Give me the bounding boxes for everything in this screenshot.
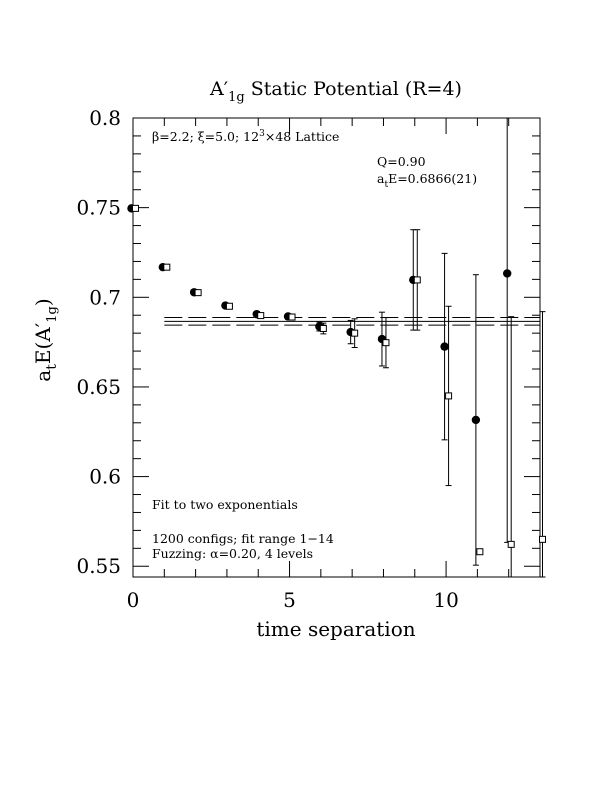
data-point-square — [319, 324, 327, 332]
data-point-square — [225, 302, 233, 310]
data-point-square — [445, 392, 453, 400]
y-tick-label: 0.65 — [76, 375, 121, 399]
y-tick-label: 0.6 — [89, 465, 121, 489]
x-tick-label: 0 — [127, 588, 140, 612]
data-point-square — [351, 329, 359, 337]
plot-frame — [132, 117, 541, 578]
chart-title: A′1g Static Potential (R=4) — [209, 78, 462, 105]
data-point-circle — [502, 269, 512, 278]
data-point-square — [476, 548, 484, 556]
fit-lines — [164, 317, 540, 326]
data-point-square — [163, 263, 171, 271]
y-tick-label: 0.8 — [89, 106, 121, 130]
data-point-square — [288, 313, 296, 321]
lattice-annotation: β=2.2; ξ=5.0; 123×48 Lattice — [152, 129, 339, 144]
x-tick-label: 10 — [433, 588, 458, 612]
q-annotation: Q=0.90 — [377, 154, 426, 169]
data-point-square — [194, 289, 202, 297]
fit-description: Fit to two exponentials — [152, 497, 298, 512]
ate-annotation: atE=0.6866(21) — [377, 171, 477, 190]
tick-labels: 0.55 0.6 0.65 0.7 0.75 0.8 0 5 10 — [76, 106, 458, 612]
data-point-square — [382, 339, 390, 347]
x-axis-label: time separation — [256, 617, 415, 641]
configs-annotation: 1200 configs; fit range 1−14 — [152, 531, 334, 546]
data-point-circle — [471, 415, 481, 425]
data-point-square — [132, 204, 139, 212]
y-tick-label: 0.7 — [89, 285, 121, 309]
x-tick-label: 5 — [283, 588, 296, 612]
y-tick-label: 0.55 — [76, 554, 121, 578]
y-tick-label: 0.75 — [76, 196, 121, 220]
y-axis-label: atE(A′1g) — [31, 298, 60, 381]
axis-ticks — [132, 117, 541, 577]
data-point-circle — [440, 342, 449, 351]
fuzzing-annotation: Fuzzing: α=0.20, 4 levels — [152, 546, 313, 561]
data-point-square — [539, 535, 546, 543]
data-series — [127, 117, 546, 578]
data-point-square — [413, 276, 421, 284]
data-point-square — [507, 540, 515, 548]
data-point-square — [257, 312, 265, 320]
